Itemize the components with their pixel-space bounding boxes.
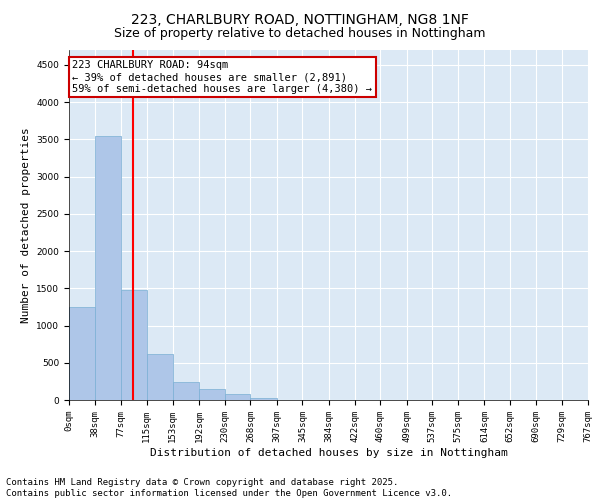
Bar	[147, 354, 173, 400]
X-axis label: Distribution of detached houses by size in Nottingham: Distribution of detached houses by size …	[149, 448, 508, 458]
Text: Contains HM Land Registry data © Crown copyright and database right 2025.
Contai: Contains HM Land Registry data © Crown c…	[6, 478, 452, 498]
Y-axis label: Number of detached properties: Number of detached properties	[21, 127, 31, 323]
Text: Size of property relative to detached houses in Nottingham: Size of property relative to detached ho…	[114, 28, 486, 40]
Bar	[95, 136, 121, 400]
Text: 223 CHARLBURY ROAD: 94sqm
← 39% of detached houses are smaller (2,891)
59% of se: 223 CHARLBURY ROAD: 94sqm ← 39% of detac…	[73, 60, 373, 94]
Bar	[121, 290, 147, 400]
Bar	[224, 394, 250, 400]
Bar	[173, 382, 199, 400]
Bar	[69, 307, 95, 400]
Bar	[199, 389, 224, 400]
Bar	[250, 398, 277, 400]
Text: 223, CHARLBURY ROAD, NOTTINGHAM, NG8 1NF: 223, CHARLBURY ROAD, NOTTINGHAM, NG8 1NF	[131, 12, 469, 26]
